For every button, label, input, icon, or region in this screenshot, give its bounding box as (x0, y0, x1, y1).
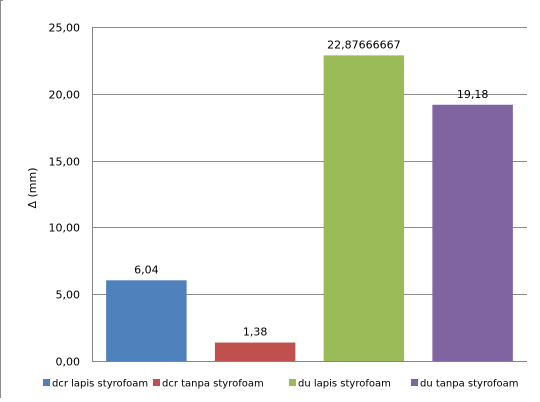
y-tick-label: 0,00 (56, 356, 81, 369)
chart-frame-left-edge (0, 0, 1, 398)
legend-swatch (43, 379, 50, 386)
legend-label: du tanpa styrofoam (420, 379, 518, 390)
legend-swatch (411, 379, 418, 386)
legend-label: du lapis styrofoam (298, 379, 391, 390)
y-axis-label: Δ (mm) (26, 167, 39, 208)
chart-frame-top-edge (0, 0, 3, 1)
y-tick-label: 20,00 (49, 89, 81, 102)
y-tick-label: 15,00 (49, 156, 81, 169)
y-tick-label: 10,00 (49, 222, 81, 235)
data-labels: 6,04 1,38 22,87666667 19,18 (134, 38, 488, 338)
legend-swatch (153, 379, 160, 386)
legend: dcr lapis styrofoam dcr tanpa styrofoam du… (43, 379, 518, 390)
y-tick-label: 25,00 (49, 22, 81, 35)
bar (323, 55, 405, 361)
bar-data-label: 19,18 (457, 88, 489, 101)
bar-data-label: 6,04 (134, 263, 159, 276)
legend-swatch (289, 379, 296, 386)
legend-label: dcr lapis styrofoam (52, 379, 148, 390)
y-axis-ticks: 0,00 5,00 10,00 15,00 20,00 25,00 (49, 22, 81, 369)
legend-label: dcr tanpa styrofoam (162, 379, 264, 390)
bar (432, 104, 513, 362)
bars (106, 55, 513, 362)
y-tick-label: 5,00 (56, 289, 81, 302)
bar (214, 342, 296, 361)
bar-data-label: 1,38 (243, 326, 268, 339)
bar (106, 280, 187, 361)
bar-data-label: 22,87666667 (327, 38, 400, 51)
